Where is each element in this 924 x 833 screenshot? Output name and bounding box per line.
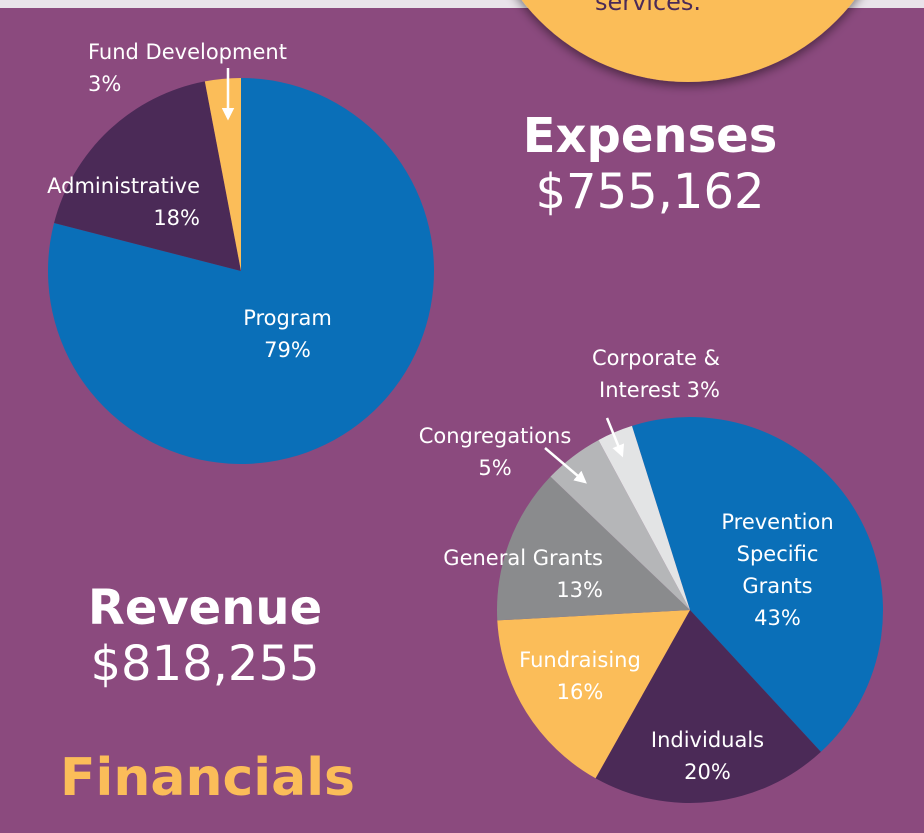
revenue-heading: Revenue $818,255 bbox=[55, 580, 355, 692]
slice-label: Fund Development 3% bbox=[88, 36, 328, 100]
category: General Grants bbox=[443, 546, 603, 570]
value-label: 79% bbox=[264, 338, 311, 362]
category: Program bbox=[243, 306, 332, 330]
slice-label: Corporate & Interest 3% bbox=[560, 342, 720, 406]
slice-label: Program 79% bbox=[200, 302, 375, 366]
value-label: 43% bbox=[754, 606, 801, 630]
arrow bbox=[605, 417, 625, 458]
title: Revenue bbox=[87, 580, 323, 636]
category: Congregations bbox=[418, 424, 572, 448]
value-label: 18% bbox=[153, 206, 200, 230]
value-label: 3% bbox=[686, 378, 720, 402]
top-strip bbox=[0, 0, 924, 8]
value-label: 3% bbox=[88, 72, 122, 96]
banner-circle bbox=[521, 0, 855, 82]
value-label: 16% bbox=[556, 680, 604, 704]
category: Administrative bbox=[47, 174, 200, 198]
slice-label: Individuals 20% bbox=[620, 724, 795, 788]
pie-slice bbox=[595, 610, 821, 803]
category: Individuals bbox=[650, 728, 765, 752]
pie-slice bbox=[497, 610, 690, 779]
banner-text: services. bbox=[595, 0, 701, 16]
pie-slice bbox=[204, 78, 241, 271]
category: Fundraising bbox=[519, 648, 641, 672]
slice-label: Fundraising 16% bbox=[500, 644, 660, 708]
pie-slice bbox=[497, 476, 690, 621]
pies bbox=[48, 78, 883, 803]
slice-label: Congregations 5% bbox=[405, 420, 585, 484]
subtitle: $818,255 bbox=[90, 636, 320, 692]
slice-label: Prevention Specific Grants 43% bbox=[700, 506, 855, 634]
pie-slice bbox=[598, 425, 690, 610]
category: Corporate & Interest bbox=[591, 346, 720, 402]
value-label: 20% bbox=[684, 760, 731, 784]
financials-heading: Financials bbox=[60, 748, 355, 808]
category: Prevention Specific Grants bbox=[721, 510, 834, 598]
title: Expenses bbox=[522, 108, 778, 164]
expenses-heading: Expenses $755,162 bbox=[500, 108, 800, 220]
slice-label: Administrative 18% bbox=[20, 170, 200, 234]
value-label: 5% bbox=[478, 456, 512, 480]
value-label: 13% bbox=[556, 578, 603, 602]
pie-slice bbox=[54, 81, 242, 271]
category: Fund Development bbox=[88, 40, 287, 64]
slice-label: General Grants 13% bbox=[400, 542, 603, 606]
pie-slice bbox=[631, 417, 883, 752]
subtitle: $755,162 bbox=[535, 164, 765, 220]
arrow bbox=[544, 447, 587, 484]
